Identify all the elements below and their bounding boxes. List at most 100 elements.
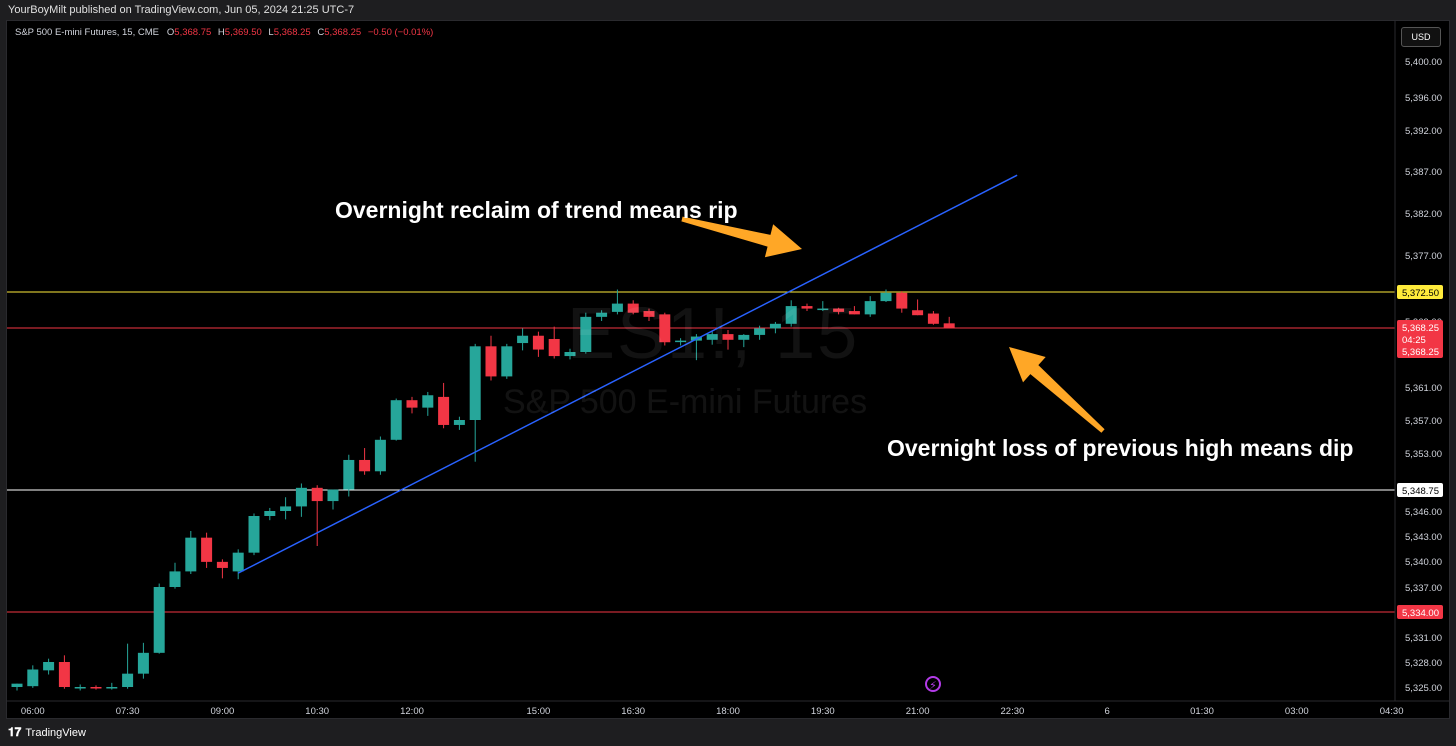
candle-body bbox=[943, 323, 955, 328]
candle-body bbox=[248, 516, 260, 553]
candle-body bbox=[785, 306, 797, 324]
candle-body bbox=[896, 292, 908, 309]
legend-low-label: L bbox=[268, 27, 274, 38]
candle-body bbox=[169, 571, 181, 587]
x-tick-label: 22:30 bbox=[1001, 706, 1025, 717]
chart-svg[interactable]: 5,400.00 5,396.00 5,392.00 5,387.00 5,382.00… bbox=[7, 21, 1449, 718]
candle-body bbox=[232, 552, 244, 572]
y-tick-label: 5,382.00 bbox=[1405, 209, 1442, 220]
candle-body bbox=[58, 662, 70, 687]
candle-body bbox=[438, 396, 450, 425]
candle-body bbox=[153, 587, 165, 653]
candle-body bbox=[927, 313, 939, 324]
candle-body bbox=[706, 334, 718, 340]
x-tick-label: 21:00 bbox=[906, 706, 930, 717]
x-tick-label: 16:30 bbox=[621, 706, 645, 717]
x-tick-label: 19:30 bbox=[811, 706, 835, 717]
last-price-value-2: 5,368.25 bbox=[1402, 347, 1439, 358]
candle-body bbox=[359, 459, 371, 472]
x-tick-label: 07:30 bbox=[116, 706, 140, 717]
candle-body bbox=[627, 303, 639, 313]
candle-body bbox=[469, 346, 481, 420]
y-tick-label: 5,400.00 bbox=[1405, 57, 1442, 68]
candle-body bbox=[848, 311, 860, 315]
x-tick-label: 12:00 bbox=[400, 706, 424, 717]
candle-body bbox=[517, 335, 529, 344]
last-price-bg bbox=[1397, 320, 1443, 358]
price-tag-red-lower: 5,334.00 bbox=[1402, 608, 1439, 619]
y-tick-label: 5,328.00 bbox=[1405, 658, 1442, 669]
candle-body bbox=[769, 323, 781, 329]
legend-change-value: −0.50 (−0.01%) bbox=[367, 27, 434, 38]
x-tick-label: 10:30 bbox=[305, 706, 329, 717]
price-tag-white-bg bbox=[1397, 483, 1443, 497]
candle-body bbox=[532, 335, 544, 350]
price-tag-yellow: 5,372.50 bbox=[1402, 288, 1439, 299]
symbol-legend: S&P 500 E-mini Futures, 15, CME O5,368.7… bbox=[15, 27, 437, 38]
candle-body bbox=[43, 662, 55, 671]
candle-body bbox=[201, 537, 213, 562]
candle-body bbox=[185, 537, 197, 572]
candle-body bbox=[564, 352, 576, 357]
y-tick-label: 5,343.00 bbox=[1405, 532, 1442, 543]
y-tick-label: 5,396.00 bbox=[1405, 93, 1442, 104]
x-tick-label: 6 bbox=[1105, 706, 1110, 717]
x-tick-label: 18:00 bbox=[716, 706, 740, 717]
watermark-description: S&P 500 E-mini Futures bbox=[503, 383, 868, 421]
last-price-value: 5,368.25 bbox=[1402, 323, 1439, 334]
candle-body bbox=[643, 311, 655, 317]
legend-low-value: 5,368.25 bbox=[273, 27, 311, 38]
trendline[interactable] bbox=[237, 174, 1018, 574]
x-tick-label: 04:30 bbox=[1380, 706, 1404, 717]
watermark-symbol: ES1!, 15 bbox=[567, 294, 860, 374]
candle-body bbox=[311, 487, 323, 502]
candle-body bbox=[722, 334, 734, 340]
candle-body bbox=[343, 459, 355, 490]
candle-body bbox=[501, 346, 513, 377]
y-tick-label: 5,340.00 bbox=[1405, 557, 1442, 568]
candle-body bbox=[659, 314, 671, 343]
candle-body bbox=[833, 308, 845, 312]
x-tick-label: 06:00 bbox=[21, 706, 45, 717]
candle-body bbox=[264, 511, 276, 516]
legend-close-label: C bbox=[317, 27, 325, 38]
y-tick-label: 5,357.00 bbox=[1405, 416, 1442, 427]
candle-body bbox=[27, 669, 39, 687]
legend-symbol: S&P 500 E-mini Futures, 15, CME bbox=[15, 27, 159, 38]
candle-body bbox=[611, 303, 623, 312]
legend-high-value: 5,369.50 bbox=[224, 27, 262, 38]
y-tick-label: 5,377.00 bbox=[1405, 251, 1442, 262]
x-tick-label: 03:00 bbox=[1285, 706, 1309, 717]
last-price-countdown: 04:25 bbox=[1402, 335, 1426, 346]
y-tick-label: 5,387.00 bbox=[1405, 167, 1442, 178]
candle-body bbox=[422, 395, 434, 408]
candle-body bbox=[327, 489, 339, 502]
y-tick-label: 5,392.00 bbox=[1405, 126, 1442, 137]
arrow-reclaim[interactable] bbox=[681, 216, 802, 258]
legend-open-label: O bbox=[166, 27, 175, 38]
candle-body bbox=[801, 306, 813, 309]
price-tag-yellow-bg bbox=[1397, 285, 1443, 299]
price-tag-white: 5,348.75 bbox=[1402, 486, 1439, 497]
chart-frame[interactable]: 5,400.00 5,396.00 5,392.00 5,387.00 5,382.00… bbox=[6, 20, 1450, 719]
publisher-text: YourBoyMilt published on TradingView.com… bbox=[8, 4, 355, 16]
y-tick-label: 5,337.00 bbox=[1405, 583, 1442, 594]
arrow-loss[interactable] bbox=[1009, 347, 1105, 433]
candle-body bbox=[864, 301, 876, 315]
candle-body bbox=[122, 673, 134, 687]
candle-body bbox=[295, 487, 307, 507]
currency-button[interactable]: USD bbox=[1401, 27, 1441, 47]
candle-body bbox=[453, 420, 465, 425]
annotation-reclaim[interactable]: Overnight reclaim of trend means rip bbox=[335, 197, 738, 223]
y-tick-label: 5,361.00 bbox=[1405, 383, 1442, 394]
candle-body bbox=[390, 400, 402, 440]
candle-body bbox=[675, 340, 687, 343]
legend-high-label: H bbox=[217, 27, 225, 38]
candle-body bbox=[880, 292, 892, 302]
lightning-icon[interactable]: ⚡ bbox=[925, 676, 941, 692]
y-tick-label: 5,346.00 bbox=[1405, 507, 1442, 518]
y-tick-label: 5,325.00 bbox=[1405, 683, 1442, 694]
candle-body bbox=[596, 312, 608, 317]
header-bar: YourBoyMilt published on TradingView.com… bbox=[0, 0, 1456, 20]
annotation-loss[interactable]: Overnight loss of previous high means di… bbox=[887, 435, 1354, 461]
